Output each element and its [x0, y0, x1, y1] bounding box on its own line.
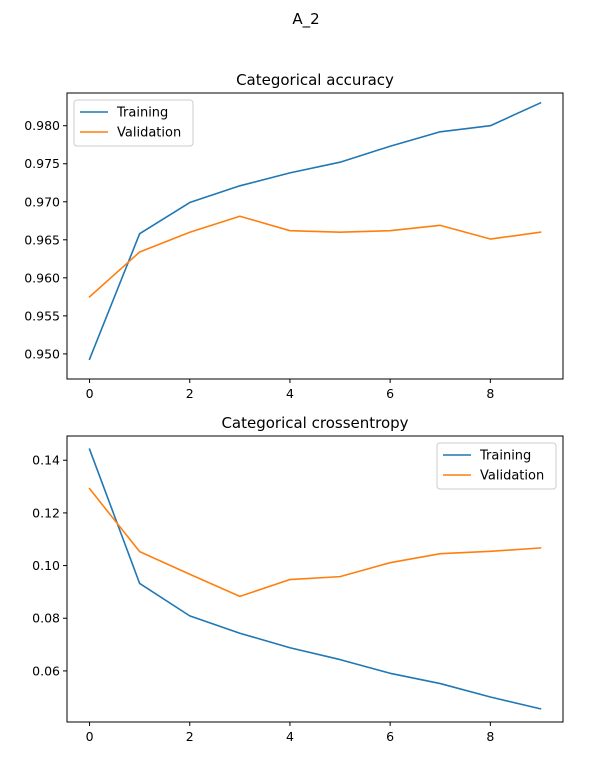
y-tick-label: 0.975 [24, 156, 60, 171]
x-tick-label: 0 [86, 729, 94, 744]
legend-label-training: Training [479, 449, 531, 464]
x-tick-label: 8 [486, 729, 494, 744]
legend: Training Validation [436, 442, 557, 490]
x-tick-label: 0 [86, 386, 94, 401]
x-tick-label: 8 [486, 386, 494, 401]
y-tick-label: 0.965 [24, 232, 60, 247]
y-tick-label: 0.955 [24, 308, 60, 323]
y-tick-label: 0.960 [24, 270, 60, 285]
y-tick-label: 0.08 [32, 611, 60, 626]
x-tick-label: 4 [286, 386, 294, 401]
plot-frame [66, 92, 564, 380]
legend: Training Validation [73, 99, 194, 147]
legend-label-validation: Validation [117, 126, 181, 141]
crossentropy-chart: Categorical crossentropy 0 2 4 6 8 0.06 0.08 0.1… [32, 414, 564, 744]
y-tick-label: 0.06 [32, 663, 60, 678]
y-tick-label: 0.14 [32, 453, 60, 468]
figure-title: A_2 [292, 10, 319, 29]
y-tick-label: 0.970 [24, 194, 60, 209]
y-tick-label: 0.10 [32, 558, 60, 573]
accuracy-chart: Categorical accuracy 0 2 4 6 8 0.950 0.955 0.960… [24, 71, 564, 401]
legend-label-validation: Validation [480, 469, 544, 484]
y-tick-label: 0.12 [32, 505, 60, 520]
x-tick-label: 4 [286, 729, 294, 744]
legend-label-training: Training [116, 106, 168, 121]
x-tick-label: 6 [386, 729, 394, 744]
plot-frame [66, 435, 564, 723]
y-tick-label: 0.950 [24, 346, 60, 361]
x-tick-label: 2 [186, 386, 194, 401]
x-tick-label: 2 [186, 729, 194, 744]
y-tick-label: 0.980 [24, 118, 60, 133]
chart-title: Categorical crossentropy [221, 414, 408, 432]
series-line-validation [88, 487, 542, 598]
series-line-training [88, 101, 542, 361]
series-line-validation [88, 215, 542, 298]
series-line-training [88, 448, 542, 710]
chart-title: Categorical accuracy [236, 71, 394, 89]
x-tick-label: 6 [386, 386, 394, 401]
